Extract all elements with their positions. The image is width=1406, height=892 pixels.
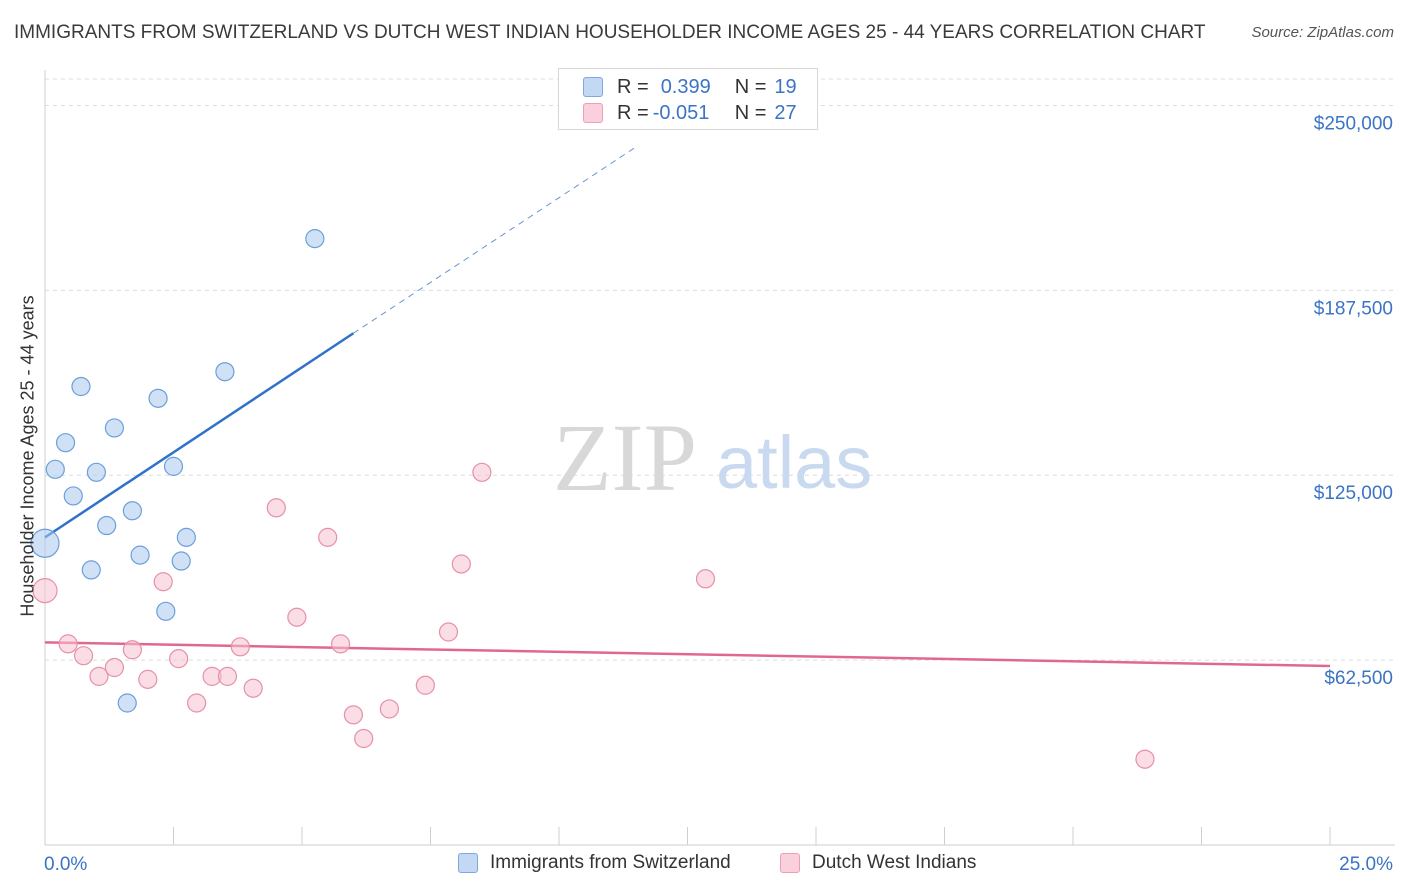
watermark: ZIP atlas — [553, 404, 872, 511]
point-switzerland — [117, 693, 137, 713]
point-dutch-west-indian — [343, 705, 363, 725]
axes — [44, 70, 1395, 846]
y-tick-label: $187,500 — [1314, 298, 1393, 319]
point-dutch-west-indian — [58, 634, 78, 654]
point-switzerland — [81, 560, 101, 580]
point-switzerland — [30, 528, 60, 558]
point-dutch-west-indian — [217, 666, 238, 686]
point-dutch-west-indian — [695, 569, 716, 589]
point-switzerland — [55, 433, 76, 453]
x-tick-label: 0.0% — [44, 854, 87, 875]
gridlines — [45, 78, 1395, 661]
trend-line-dashed-0 — [353, 146, 637, 334]
y-tick-label: $125,000 — [1314, 483, 1393, 504]
point-dutch-west-indian — [187, 693, 207, 713]
y-axis-label: Householder Income Ages 25 - 44 years — [17, 295, 38, 617]
r-value: -0.051 — [652, 101, 710, 124]
point-switzerland — [63, 486, 83, 506]
point-dutch-west-indian — [438, 622, 459, 642]
stats-row-switzerland: R = 0.399 N = 19 — [583, 74, 797, 100]
point-dutch-west-indian — [138, 669, 158, 689]
point-dutch-west-indian — [354, 728, 374, 749]
point-dutch-west-indian — [89, 666, 109, 686]
legend-label-dutch-west-indian: Dutch West Indians — [812, 852, 977, 873]
point-dutch-west-indian — [153, 572, 173, 592]
legend-item-switzerland: Immigrants from Switzerland — [458, 852, 731, 874]
n-label: N = — [734, 101, 767, 124]
y-tick-labels: $62,500 $125,000 $187,500 $250,000 — [1314, 113, 1393, 689]
watermark-zip: ZIP — [553, 404, 697, 511]
stats-row-dutch-west-indian: R = -0.051 N = 27 — [583, 100, 797, 126]
point-switzerland — [97, 515, 117, 536]
stats-legend: R = 0.399 N = 19 R = -0.051 N = 27 — [558, 68, 818, 130]
point-dutch-west-indian — [32, 578, 58, 604]
swatch-switzerland — [583, 77, 603, 97]
point-switzerland — [86, 462, 107, 482]
point-switzerland — [305, 229, 325, 249]
point-dutch-west-indian — [169, 649, 189, 669]
point-switzerland — [71, 376, 91, 397]
point-dutch-west-indian — [104, 657, 124, 678]
y-tick-label: $250,000 — [1314, 113, 1393, 134]
point-switzerland — [122, 501, 142, 521]
point-switzerland — [45, 459, 65, 479]
point-dutch-west-indian — [379, 699, 399, 719]
point-dutch-west-indian — [230, 637, 250, 657]
chart-title: IMMIGRANTS FROM SWITZERLAND VS DUTCH WES… — [14, 22, 1206, 43]
n-value: 19 — [774, 75, 797, 98]
r-label: R = — [617, 75, 649, 98]
point-dutch-west-indian — [243, 678, 263, 698]
point-switzerland — [176, 527, 196, 547]
point-dutch-west-indian — [122, 640, 142, 660]
source-label: Source: ZipAtlas.com — [1251, 24, 1394, 41]
trend-line-0 — [44, 332, 355, 539]
swatch-dutch-west-indian — [583, 103, 603, 123]
legend-swatch-dutch-west-indian — [780, 853, 800, 873]
point-switzerland — [148, 388, 168, 408]
point-dutch-west-indian — [318, 527, 338, 547]
point-dutch-west-indian — [1135, 749, 1155, 769]
data-points — [30, 229, 1155, 769]
legend-label-switzerland: Immigrants from Switzerland — [490, 852, 731, 873]
legend-item-dutch-west-indian: Dutch West Indians — [780, 852, 976, 874]
point-switzerland — [163, 456, 184, 476]
watermark-atlas: atlas — [716, 421, 872, 504]
point-switzerland — [156, 601, 176, 621]
point-dutch-west-indian — [415, 675, 435, 695]
point-dutch-west-indian — [330, 634, 351, 654]
trend-line-1 — [44, 641, 1331, 668]
n-value: 27 — [774, 101, 797, 124]
point-dutch-west-indian — [266, 498, 286, 518]
point-dutch-west-indian — [472, 462, 492, 482]
point-switzerland — [215, 362, 235, 382]
n-label: N = — [734, 75, 767, 98]
x-tick-labels: 0.0% 25.0% — [44, 854, 1393, 875]
point-dutch-west-indian — [451, 554, 471, 574]
r-label: R = — [617, 101, 649, 124]
r-value: 0.399 — [660, 75, 711, 98]
point-dutch-west-indian — [73, 646, 94, 666]
x-tick-label: 25.0% — [1339, 854, 1393, 875]
point-dutch-west-indian — [287, 607, 307, 627]
trend-lines — [44, 146, 1331, 668]
legend-swatch-switzerland — [458, 853, 478, 873]
point-switzerland — [171, 551, 191, 571]
point-switzerland — [130, 545, 150, 565]
y-tick-label: $62,500 — [1324, 668, 1393, 689]
point-switzerland — [104, 418, 124, 438]
